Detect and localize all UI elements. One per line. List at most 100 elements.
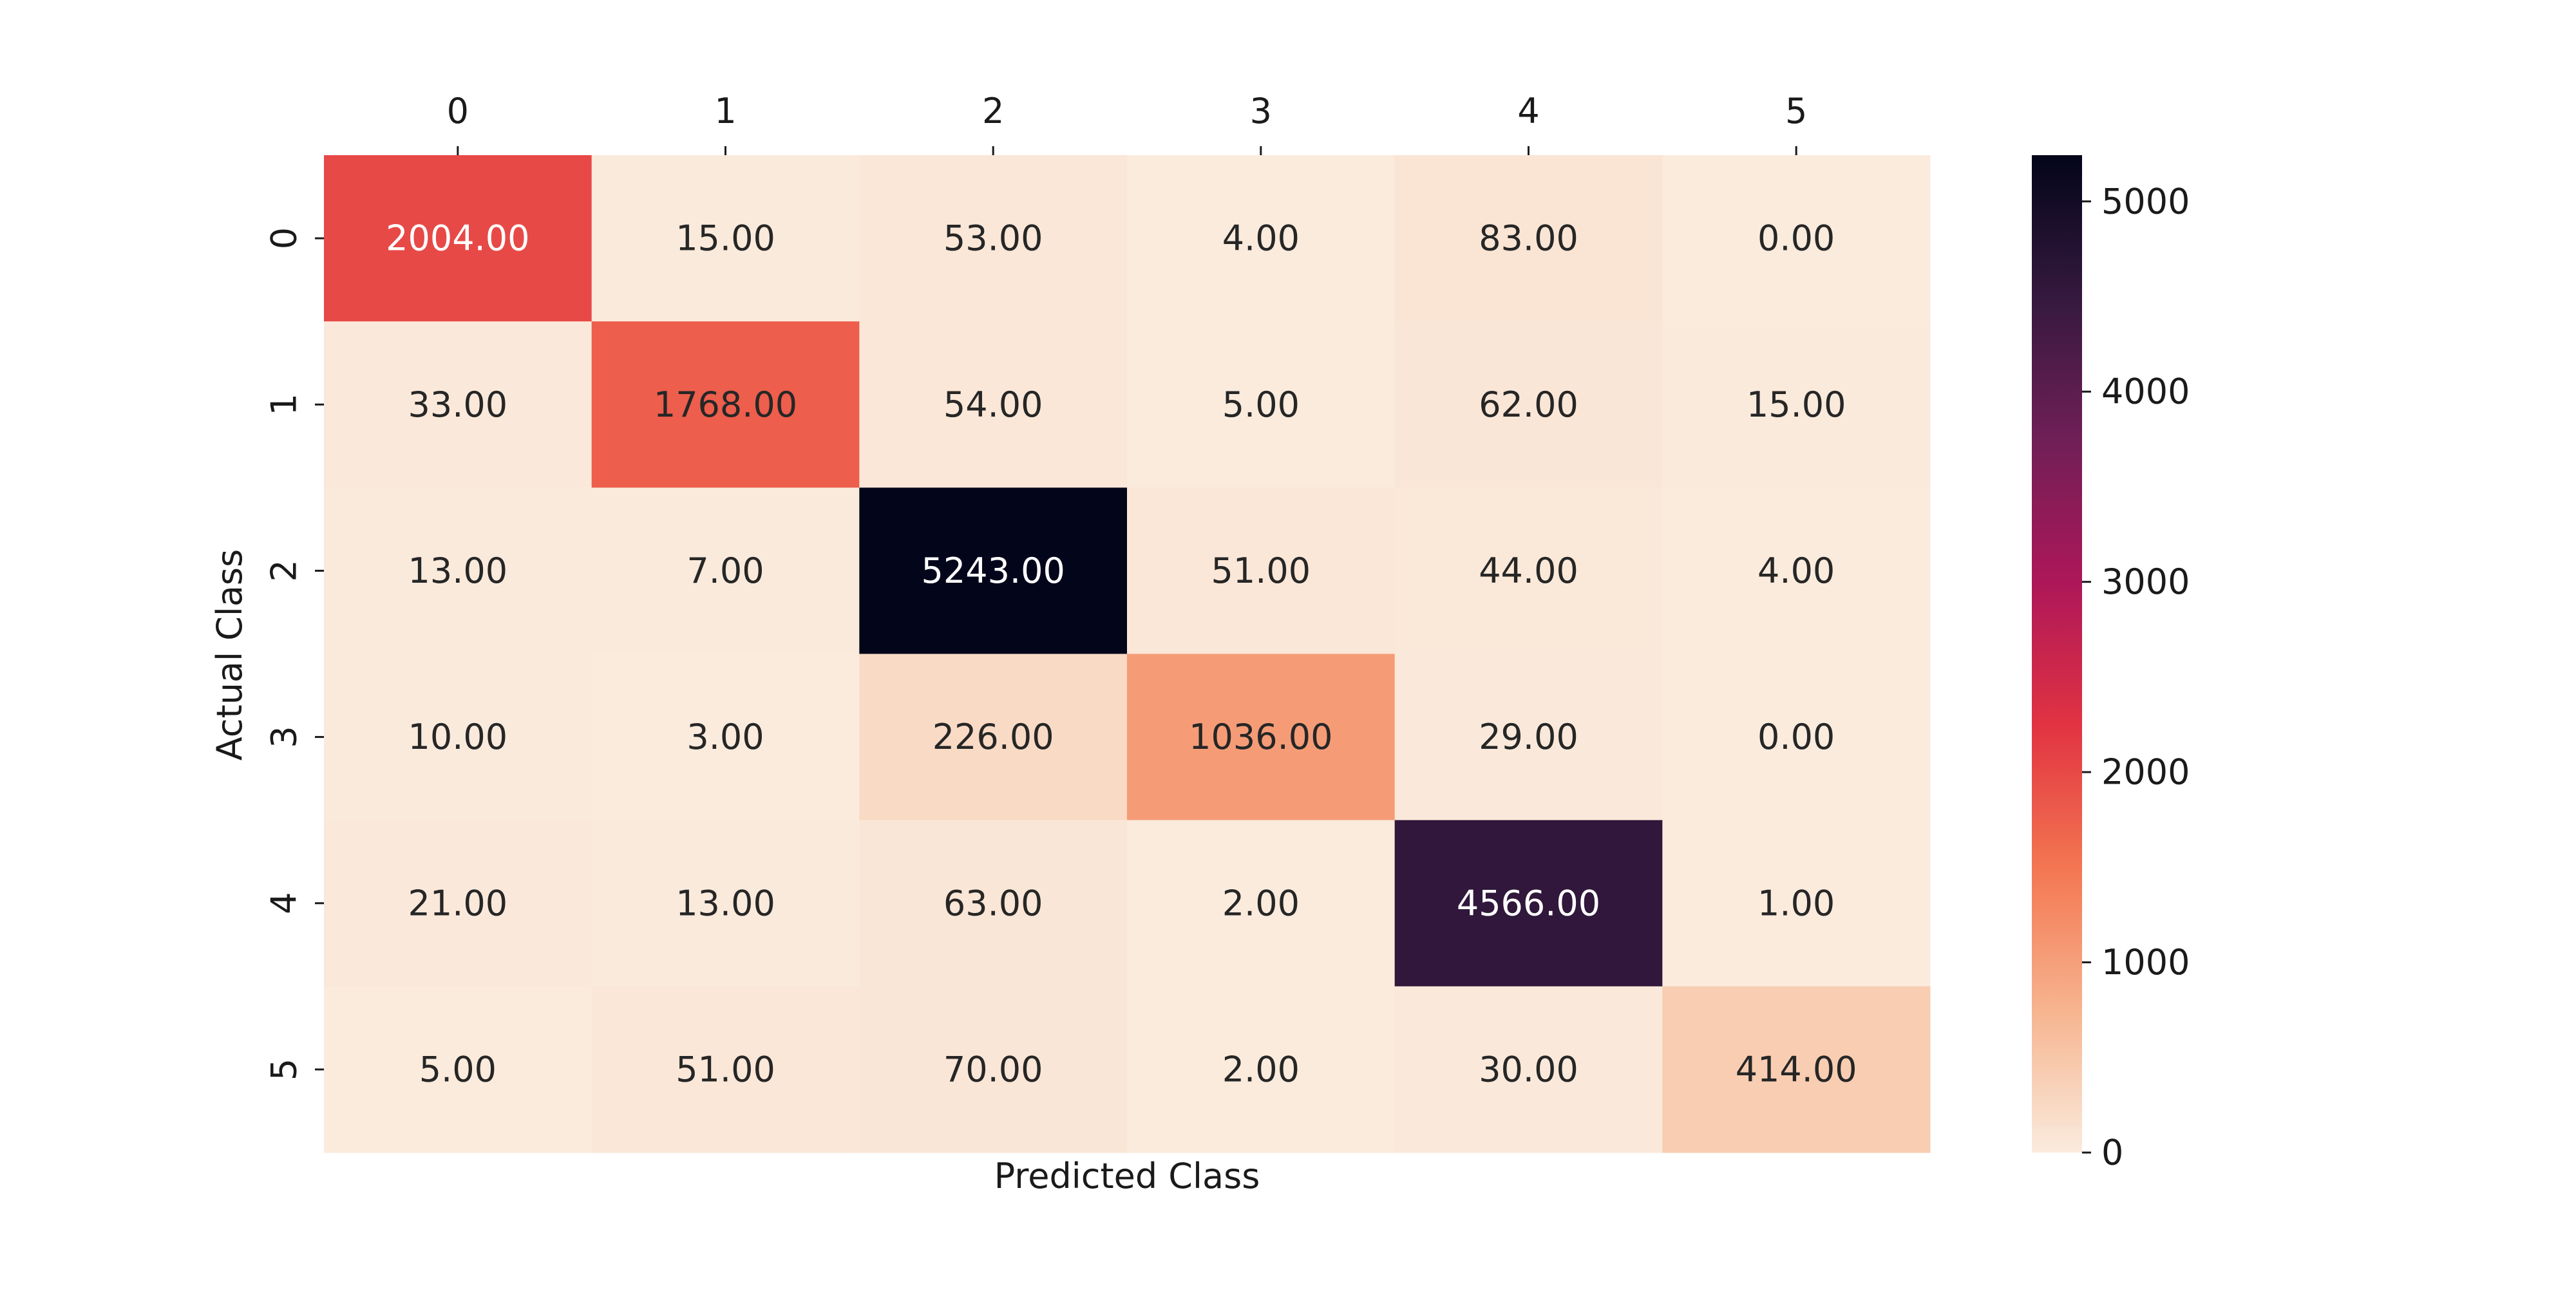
y-axis: 0 1 2 3 4 5 — [264, 227, 324, 1080]
colorbar-gradient — [2032, 155, 2082, 1153]
y-tick-label: 4 — [264, 892, 305, 914]
heatmap-cell — [324, 487, 592, 654]
heatmap-cell — [591, 820, 860, 987]
x-tick-label: 3 — [1250, 91, 1272, 131]
cell-value-label: 2.00 — [1222, 883, 1300, 923]
cell-value-label: 63.00 — [943, 883, 1043, 923]
cell-value-label: 51.00 — [1211, 551, 1311, 591]
heatmap-cell — [1662, 820, 1931, 987]
heatmap-cell — [591, 986, 860, 1153]
cell-value-label: 13.00 — [676, 883, 775, 923]
x-axis-label: Predicted Class — [994, 1156, 1260, 1196]
cell-value-label: 15.00 — [1747, 384, 1846, 425]
cell-value-label: 1.00 — [1757, 883, 1835, 923]
heatmap-cell — [1127, 654, 1396, 821]
heatmap-cell — [859, 986, 1128, 1153]
cell-value-label: 0.00 — [1757, 218, 1835, 259]
heatmap-cell — [859, 820, 1128, 987]
heatmap-cell — [1394, 820, 1663, 987]
cell-value-label: 4.00 — [1222, 218, 1300, 259]
cell-value-label: 21.00 — [408, 883, 508, 923]
colorbar-tick-label: 1000 — [2101, 942, 2190, 983]
heatmap-cell — [1662, 986, 1931, 1153]
cell-value-label: 5.00 — [419, 1049, 497, 1089]
heatmap-cell — [324, 986, 592, 1153]
cell-value-label: 44.00 — [1479, 551, 1578, 591]
y-tick-label: 1 — [264, 393, 305, 415]
cell-value-label: 2.00 — [1222, 1049, 1300, 1089]
cell-value-label: 30.00 — [1479, 1049, 1578, 1089]
heatmap-cells — [324, 155, 1931, 1153]
x-tick-label: 2 — [982, 91, 1004, 131]
heatmap-cell — [324, 321, 592, 488]
y-tick-label: 2 — [264, 560, 305, 581]
cell-value-labels: 2004.00 15.00 53.00 4.00 83.00 0.00 33.00 1768.… — [386, 218, 1857, 1090]
heatmap-cell — [1662, 321, 1931, 488]
heatmap-cell — [591, 654, 860, 821]
x-tick-label: 5 — [1785, 91, 1807, 131]
cell-value-label: 53.00 — [943, 218, 1043, 259]
heatmap-cell — [1394, 986, 1663, 1153]
cell-value-label: 83.00 — [1479, 218, 1578, 259]
cell-value-label: 10.00 — [408, 717, 508, 757]
y-tick-label: 0 — [264, 227, 305, 249]
heatmap-cell — [1394, 155, 1663, 322]
cell-value-label: 5.00 — [1222, 384, 1300, 425]
heatmap-cell — [1394, 321, 1663, 488]
x-tick-label: 4 — [1517, 91, 1539, 131]
cell-value-label: 3.00 — [687, 717, 764, 757]
cell-value-label: 1768.00 — [654, 384, 797, 425]
heatmap-cell — [859, 487, 1128, 654]
heatmap-cell — [859, 654, 1128, 821]
heatmap-cell — [1127, 321, 1396, 488]
heatmap-cell — [1394, 487, 1663, 654]
x-tick-label: 1 — [714, 91, 736, 131]
cell-value-label: 226.00 — [933, 717, 1054, 757]
cell-value-label: 5243.00 — [922, 551, 1065, 591]
cell-value-label: 15.00 — [676, 218, 775, 259]
cell-value-label: 62.00 — [1479, 384, 1578, 425]
cell-value-label: 51.00 — [676, 1049, 775, 1089]
heatmap-cell — [1662, 155, 1931, 322]
colorbar: 0 1000 2000 3000 4000 5000 — [2032, 155, 2190, 1173]
cell-value-label: 2004.00 — [386, 218, 529, 259]
cell-value-label: 414.00 — [1736, 1049, 1857, 1089]
heatmap-cell — [591, 487, 860, 654]
heatmap-cell — [1127, 820, 1396, 987]
heatmap-cell — [1127, 487, 1396, 654]
heatmap-cell — [859, 155, 1128, 322]
colorbar-tick-label: 4000 — [2101, 372, 2190, 412]
x-axis: 0 1 2 3 4 5 — [447, 91, 1807, 155]
cell-value-label: 7.00 — [687, 551, 764, 591]
cell-value-label: 29.00 — [1479, 717, 1578, 757]
y-axis-label: Actual Class — [209, 549, 250, 760]
y-tick-label: 5 — [264, 1059, 305, 1080]
cell-value-label: 4.00 — [1757, 551, 1835, 591]
colorbar-tick-label: 5000 — [2101, 181, 2190, 221]
x-tick-label: 0 — [447, 91, 469, 131]
heatmap-cell — [1394, 654, 1663, 821]
heatmap-cell — [1662, 487, 1931, 654]
heatmap-cell — [324, 155, 592, 322]
heatmap-cell — [1662, 654, 1931, 821]
y-tick-label: 3 — [264, 726, 305, 748]
heatmap-cell — [591, 321, 860, 488]
cell-value-label: 4566.00 — [1457, 883, 1600, 923]
cell-value-label: 54.00 — [943, 384, 1043, 425]
heatmap-cell — [591, 155, 860, 322]
heatmap-cell — [324, 820, 592, 987]
cell-value-label: 13.00 — [408, 551, 508, 591]
colorbar-tick-label: 0 — [2101, 1133, 2123, 1173]
heatmap-cell — [324, 654, 592, 821]
cell-value-label: 1036.00 — [1189, 717, 1332, 757]
heatmap-cell — [859, 321, 1128, 488]
heatmap-cell — [1127, 986, 1396, 1153]
cell-value-label: 0.00 — [1757, 717, 1835, 757]
colorbar-tick-label: 2000 — [2101, 752, 2190, 793]
cell-value-label: 33.00 — [408, 384, 508, 425]
colorbar-tick-label: 3000 — [2101, 561, 2190, 602]
cell-value-label: 70.00 — [943, 1049, 1043, 1089]
heatmap-cell — [1127, 155, 1396, 322]
